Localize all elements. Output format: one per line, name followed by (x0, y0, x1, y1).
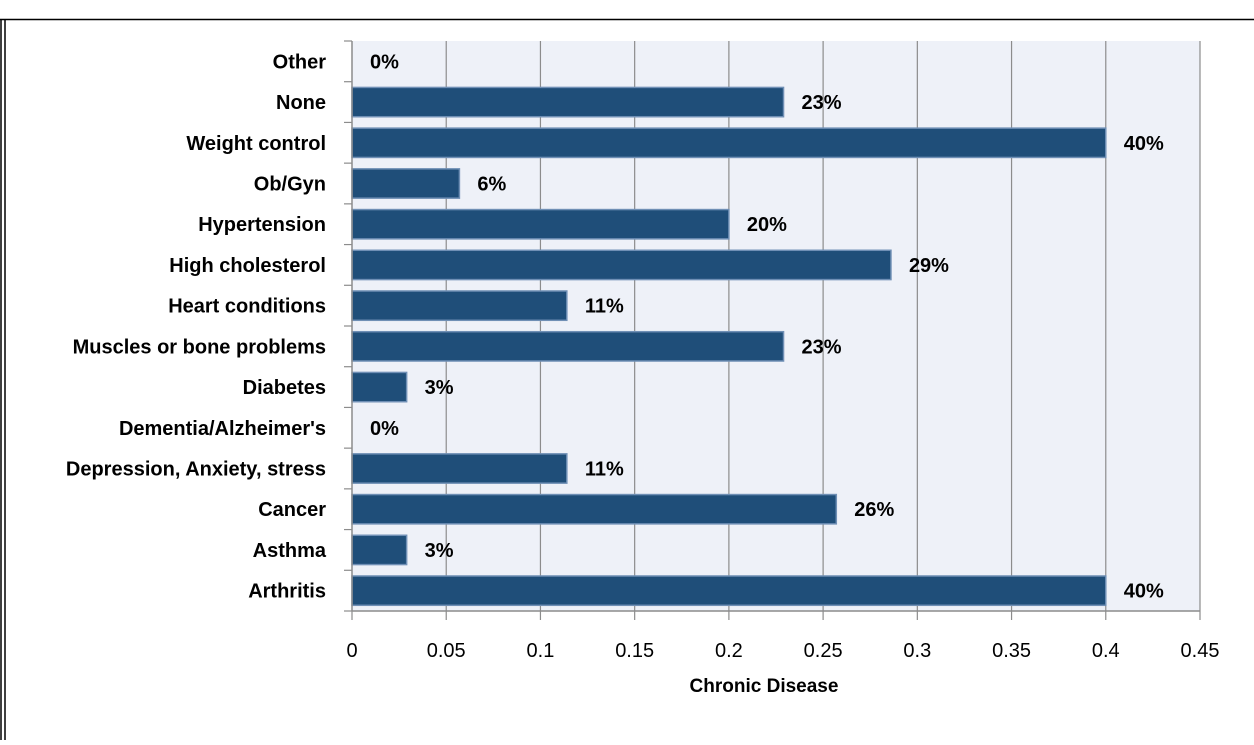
category-label: Arthritis (248, 581, 326, 603)
bar (351, 534, 408, 566)
x-tick-label: 0.3 (903, 640, 931, 662)
x-tick-label: 0.15 (615, 640, 654, 662)
x-tick-label: 0.4 (1092, 640, 1120, 662)
category-label: Heart conditions (168, 296, 326, 318)
data-label: 6% (477, 174, 506, 196)
bar (351, 330, 785, 362)
data-label: 3% (425, 540, 454, 562)
axes (344, 40, 1200, 612)
category-labels: Other None Weight control Ob/Gyn Hypertensio… (66, 51, 327, 602)
data-label: 29% (909, 255, 949, 277)
category-label: Other (273, 51, 327, 73)
x-tick-label: 0.45 (1181, 640, 1220, 662)
bar (351, 168, 461, 199)
bar (351, 249, 892, 281)
data-label: 26% (854, 499, 894, 521)
bar (351, 127, 1107, 159)
category-label: Hypertension (198, 214, 326, 236)
category-label: None (276, 92, 326, 114)
x-tick-label: 0.35 (992, 640, 1031, 662)
category-label: Diabetes (243, 377, 326, 399)
data-label: 23% (802, 92, 842, 114)
bar (351, 86, 785, 118)
x-tick-label: 0.1 (527, 640, 555, 662)
bar (351, 208, 730, 240)
data-label: 40% (1124, 133, 1164, 155)
plot-area (352, 41, 1200, 611)
data-label: 3% (425, 377, 454, 399)
x-tick-label: 0.25 (804, 640, 843, 662)
bar (351, 575, 1107, 607)
data-label: 40% (1124, 581, 1164, 603)
x-tick-labels: 0 0.05 0.1 0.15 0.2 0.25 0.3 0.35 0.4 0.45 (346, 640, 1219, 662)
bar (351, 290, 568, 322)
x-tick-label: 0 (346, 640, 357, 662)
category-label: Weight control (186, 133, 326, 155)
data-label: 11% (585, 296, 624, 318)
data-labels: 0% 23% 40% 6% 20% 29% 11% 23% 3% 0% 11% 26% 3% 40% (370, 51, 1164, 602)
category-label: Dementia/Alzheimer's (119, 418, 326, 440)
category-label: Cancer (258, 499, 326, 521)
data-label: 11% (585, 459, 624, 481)
x-tick-label: 0.2 (715, 640, 743, 662)
category-label: Asthma (253, 540, 327, 562)
category-label: Depression, Anxiety, stress (66, 459, 326, 481)
data-label: 0% (370, 51, 399, 73)
category-label: Ob/Gyn (254, 174, 326, 196)
category-label: High cholesterol (169, 255, 326, 277)
x-tick-label: 0.05 (427, 640, 466, 662)
bar (351, 453, 568, 484)
bar (351, 371, 408, 403)
data-label: 23% (802, 336, 842, 358)
bars (351, 86, 1107, 607)
category-label: Muscles or bone problems (73, 336, 326, 358)
data-label: 20% (747, 214, 787, 236)
bar (351, 493, 838, 525)
x-axis-title: Chronic Disease (690, 676, 839, 697)
data-label: 0% (370, 418, 399, 440)
